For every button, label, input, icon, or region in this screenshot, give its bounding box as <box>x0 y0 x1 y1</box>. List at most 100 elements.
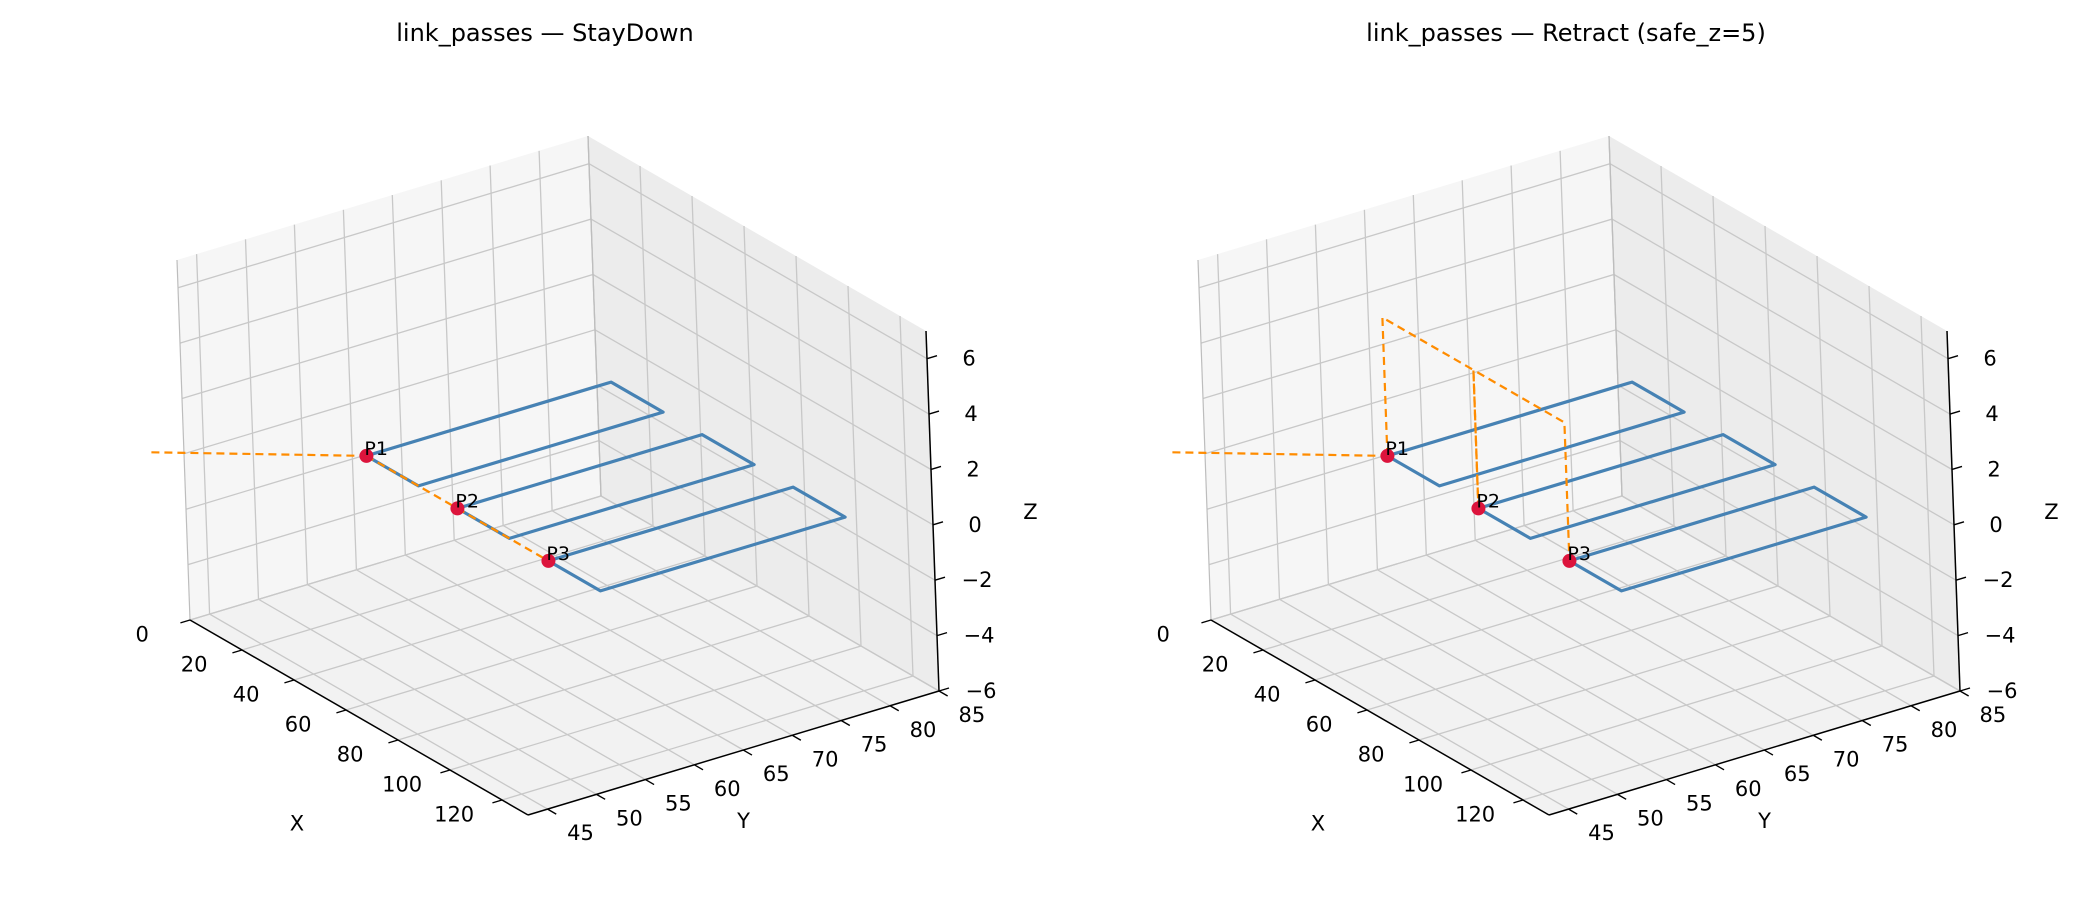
point-label: P2 <box>455 490 479 512</box>
pane-edge <box>1197 259 1212 621</box>
link-path <box>456 507 549 562</box>
y-tick-label: 80 <box>910 718 937 742</box>
x-tick-mark <box>1409 739 1420 744</box>
point-marker <box>359 448 374 463</box>
y-axis-label: Y <box>1757 809 1771 833</box>
pane-edge <box>1608 135 1623 497</box>
chart-title-right: link_passes — Retract (safe_z=5) <box>1366 19 1766 47</box>
point-label: P1 <box>364 438 388 460</box>
y-tick-mark <box>742 749 753 756</box>
z-tick-mark <box>1949 410 1961 415</box>
y-tick-label: 85 <box>1980 703 2007 727</box>
z-tick-label: −6 <box>1987 679 2018 703</box>
z-axis-label: Z <box>2044 500 2058 524</box>
x-tick-label: 120 <box>434 802 474 826</box>
y-tick-label: 45 <box>1588 821 1615 845</box>
z-tick-label: 4 <box>964 402 977 426</box>
y-tick-label: 85 <box>959 703 986 727</box>
y-tick-label: 55 <box>665 792 692 816</box>
axes-panes <box>1198 136 1960 815</box>
point-label: P1 <box>1385 438 1409 460</box>
points: P1 P2 P3 <box>359 438 570 568</box>
x-tick-mark <box>1253 649 1264 654</box>
z-tick-label: 4 <box>1985 402 1998 426</box>
x-tick-mark <box>440 769 451 774</box>
x-tick-label: 20 <box>181 652 208 676</box>
z-tick-mark <box>1951 465 1963 471</box>
pass-path <box>1477 433 1777 541</box>
link-paths <box>151 451 549 562</box>
y-tick-mark <box>840 719 851 727</box>
y-tick-label: 45 <box>567 821 594 845</box>
point-marker <box>1471 501 1486 516</box>
pass-paths <box>1386 380 1868 593</box>
y-tick-label: 55 <box>1686 792 1713 816</box>
y-tick-label: 80 <box>1931 718 1958 742</box>
link-path <box>365 454 458 510</box>
link-path <box>151 451 367 457</box>
axes-panes <box>177 136 939 815</box>
link-path <box>1472 368 1571 561</box>
z-tick-mark <box>1953 521 1965 526</box>
z-tick-label: 0 <box>968 513 981 537</box>
z-axis-line <box>925 330 940 692</box>
link-paths <box>1172 315 1571 561</box>
x-tick-mark <box>1201 619 1212 624</box>
floor-pane <box>1211 496 1960 815</box>
x-tick-mark <box>388 739 399 744</box>
x-tick-mark <box>336 709 347 714</box>
points: P1 P2 P3 <box>1380 438 1591 568</box>
y-axis-label: Y <box>736 809 750 833</box>
x-tick-mark <box>232 649 243 654</box>
x-tick-label: 40 <box>1254 682 1281 706</box>
y-tick-mark <box>1568 808 1578 815</box>
z-tick-mark <box>926 355 938 360</box>
y-tick-mark <box>1715 764 1725 771</box>
z-tick-label: 2 <box>966 457 979 481</box>
z-ticks: −6 −4 −2 0 2 4 6 <box>1947 347 2018 703</box>
x-tick-label: 40 <box>233 682 260 706</box>
z-tick-label: 6 <box>962 347 975 371</box>
floor-pane <box>190 496 939 815</box>
y-tick-mark <box>547 808 557 815</box>
z-tick-label: 2 <box>1987 457 2000 481</box>
x-tick-mark <box>1461 769 1472 774</box>
y-tick-label: 75 <box>861 733 888 757</box>
z-tick-label: −4 <box>1985 624 2016 648</box>
back-pane-x <box>1198 136 1622 620</box>
point-marker <box>1380 448 1395 463</box>
point-label: P2 <box>1476 490 1500 512</box>
y-tick-mark <box>645 778 655 786</box>
z-ticks: −6 −4 −2 0 2 4 6 <box>926 347 996 703</box>
z-tick-mark <box>1959 687 1971 692</box>
y-tick-label: 70 <box>1833 747 1860 771</box>
back-pane-x <box>177 136 601 620</box>
pass-path <box>1386 380 1686 488</box>
x-axis-line <box>189 619 529 816</box>
y-tick-label: 70 <box>812 747 839 771</box>
point-label: P3 <box>546 543 570 565</box>
y-tick-mark <box>1959 690 1970 697</box>
y-tick-label: 65 <box>763 762 790 786</box>
y-tick-mark <box>889 705 900 712</box>
axes-right: link_passes — Retract (safe_z=5) 0204060… <box>1156 19 2058 845</box>
y-tick-mark <box>1617 793 1627 800</box>
point-label: P3 <box>1567 543 1591 565</box>
z-axis-line <box>1946 330 1961 692</box>
x-tick-mark <box>1357 709 1368 714</box>
y-tick-label: 60 <box>1735 777 1762 801</box>
point-marker <box>1562 553 1577 568</box>
y-tick-mark <box>694 764 704 771</box>
z-tick-mark <box>1957 631 1969 637</box>
side-pane-y <box>1609 136 1960 691</box>
z-tick-mark <box>928 410 940 415</box>
z-tick-mark <box>1955 576 1967 581</box>
x-tick-mark <box>492 799 503 804</box>
x-tick-label: 60 <box>285 712 312 736</box>
z-tick-mark <box>932 521 944 526</box>
link-path <box>1172 451 1388 457</box>
z-tick-label: −4 <box>964 624 995 648</box>
pane-edge <box>176 259 191 621</box>
y-tick-mark <box>791 734 802 741</box>
